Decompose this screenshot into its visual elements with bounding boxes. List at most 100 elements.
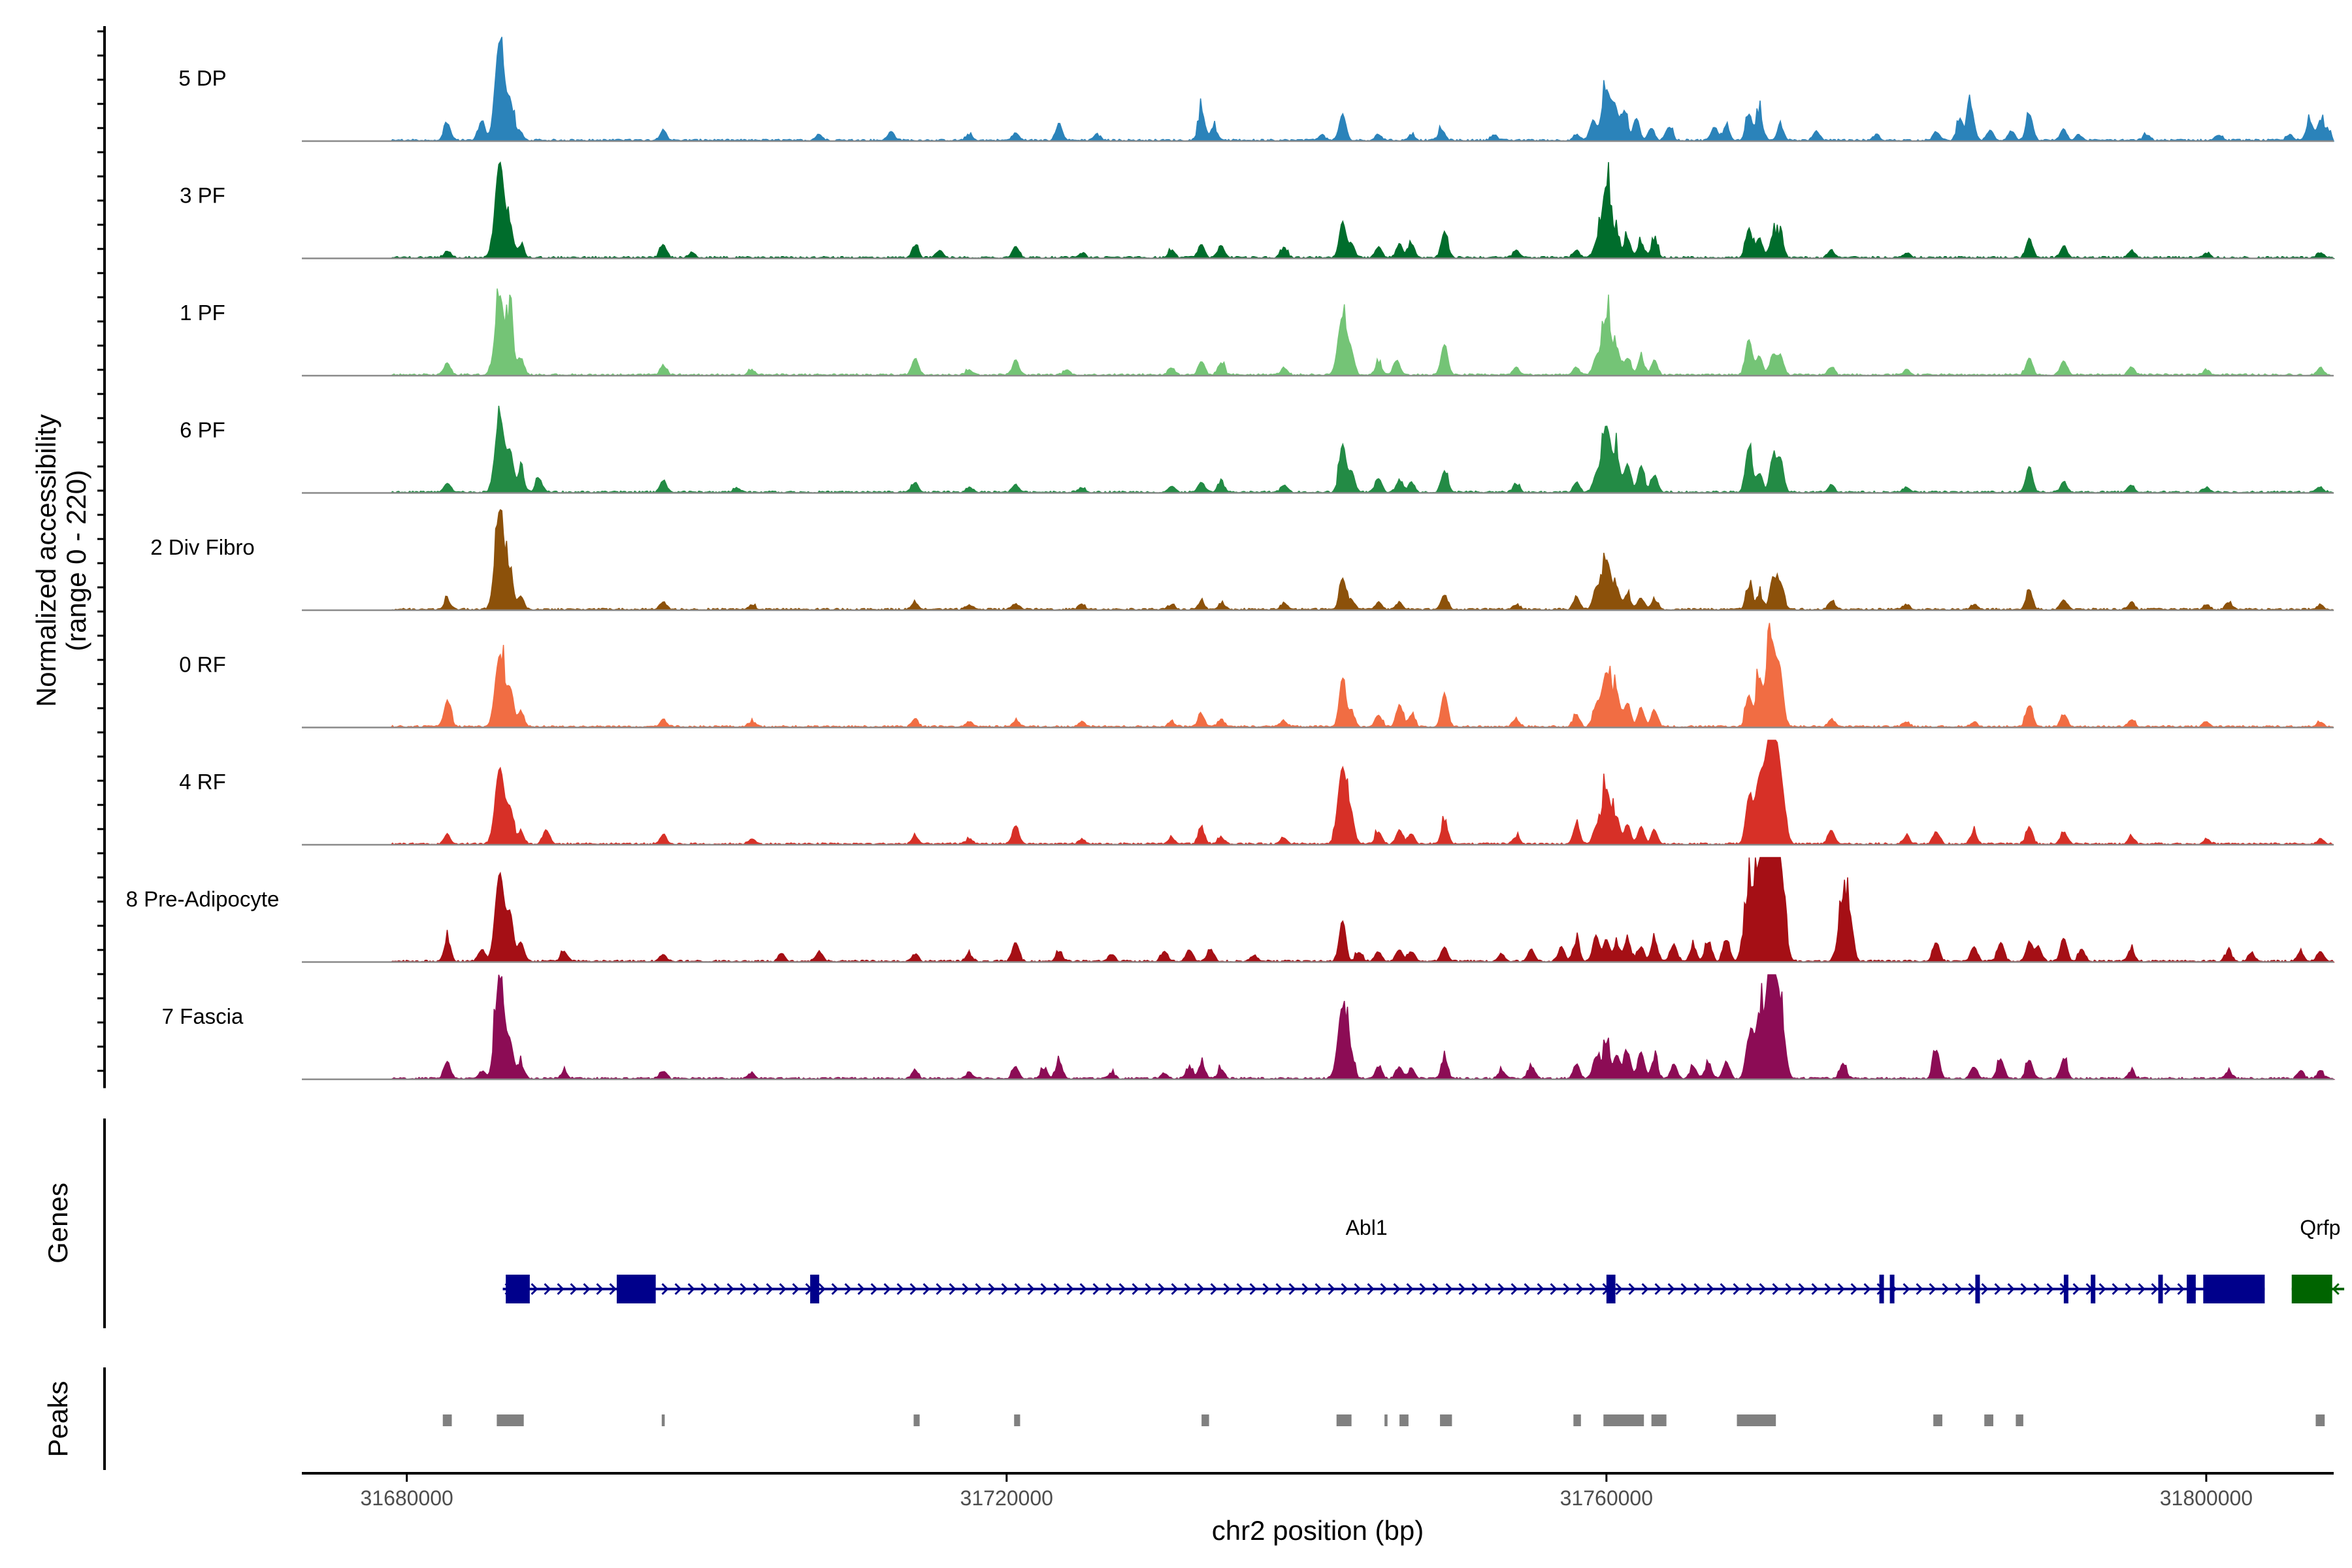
track-label: 8 Pre-Adipocyte [126,887,280,911]
peak-region [1440,1414,1452,1426]
strand-arrow [1615,1282,1623,1296]
strand-arrow [2033,1282,2041,1296]
strand-arrow [1641,1282,1649,1296]
strand-arrow [1236,1282,1244,1296]
strand-arrow [1537,1282,1544,1296]
strand-arrow [1746,1282,1754,1296]
strand-arrow [557,1282,564,1296]
peak-region [2016,1414,2023,1426]
gene-name-label: Abl1 [1346,1216,1388,1239]
strand-arrow [1916,1282,1923,1296]
strand-arrow [700,1282,708,1296]
track-label: 3 PF [180,184,225,208]
peak-regions [442,1414,2325,1426]
strand-arrow [609,1282,617,1296]
track-label: 6 PF [180,418,225,442]
strand-arrow [844,1282,852,1296]
x-tick-label: 31800000 [2160,1486,2253,1510]
strand-arrow [1328,1282,1335,1296]
peak-region [1336,1414,1352,1426]
strand-arrow [674,1282,682,1296]
strand-arrow [1419,1282,1427,1296]
strand-arrow [2112,1282,2119,1296]
strand-arrow [883,1282,891,1296]
strand-arrow [2138,1282,2146,1296]
strand-arrow [713,1282,721,1296]
strand-arrow [1001,1282,1009,1296]
strand-arrow [1092,1282,1100,1296]
strand-arrow [2007,1282,2015,1296]
strand-arrow [1589,1282,1597,1296]
exon [810,1275,819,1303]
strand-arrow [1380,1282,1388,1296]
exon [2291,1275,2332,1303]
strand-arrow [1968,1282,1976,1296]
peak-region [661,1414,665,1426]
strand-arrow [1197,1282,1205,1296]
exon [1879,1275,1884,1303]
strand-arrow [1667,1282,1675,1296]
track-0-rf: 0 RF [179,623,2334,728]
x-tick-label: 31760000 [1560,1486,1653,1510]
peak-region [1014,1414,1021,1426]
strand-arrow [1354,1282,1362,1296]
strand-arrow [1929,1282,1936,1296]
track-7-fascia: 7 Fascia [162,974,2336,1081]
coverage-area [302,623,2334,728]
strand-arrow [1484,1282,1492,1296]
coverage-tracks: 5 DP 3 PF 1 PF 6 PF 2 Div Fibro 0 RF 4 RF 8 Pre… [126,37,2336,1081]
strand-arrow [1262,1282,1270,1296]
strand-arrow [949,1282,956,1296]
strand-arrow [1393,1282,1401,1296]
gene-qrfp: Qrfp [2291,1216,2345,1303]
strand-arrow [1301,1282,1309,1296]
strand-arrow [779,1282,787,1296]
gene-name-label: Qrfp [2300,1216,2340,1239]
strand-arrow [909,1282,917,1296]
strand-arrow [1550,1282,1558,1296]
track-label: 4 RF [179,770,226,794]
peak-region [1933,1414,1942,1426]
strand-arrow [1053,1282,1061,1296]
peak-region [913,1414,920,1426]
strand-arrow [2020,1282,2028,1296]
peak-region [1384,1414,1388,1426]
strand-arrow [792,1282,800,1296]
strand-arrow [2151,1282,2159,1296]
strand-arrow [531,1282,538,1296]
track-6-pf: 6 PF [180,405,2334,494]
peak-region [1603,1414,1644,1426]
strand-arrow [2099,1282,2106,1296]
peaks-panel: Peaks [42,1367,2325,1470]
strand-arrow [596,1282,604,1296]
strand-arrow [1563,1282,1571,1296]
exon [2063,1275,2068,1303]
strand-arrow [1066,1282,1074,1296]
strand-arrow [1288,1282,1296,1296]
strand-arrow [2164,1282,2172,1296]
exon [2206,1275,2265,1303]
strand-arrow [1720,1282,1727,1296]
strand-arrow [1497,1282,1505,1296]
strand-arrow [923,1282,930,1296]
strand-arrow [1079,1282,1087,1296]
strand-arrow [1367,1282,1375,1296]
strand-arrow [1772,1282,1780,1296]
exon [616,1275,656,1303]
strand-arrow [1223,1282,1231,1296]
peak-region [1737,1414,1776,1426]
strand-arrow [1654,1282,1662,1296]
coverage-area [302,509,2334,612]
x-tick-label: 31720000 [960,1486,1053,1510]
track-3-pf: 3 PF [180,161,2336,259]
strand-arrow [1040,1282,1048,1296]
strand-arrow [896,1282,904,1296]
track-5-dp: 5 DP [178,37,2335,142]
strand-arrow [1824,1282,1832,1296]
strand-arrow [1707,1282,1714,1296]
strand-arrow [1981,1282,1989,1296]
strand-arrow [1903,1282,1910,1296]
peak-region [1573,1414,1581,1426]
peaks-track-label: Peaks [42,1381,73,1458]
strand-arrow [1471,1282,1479,1296]
